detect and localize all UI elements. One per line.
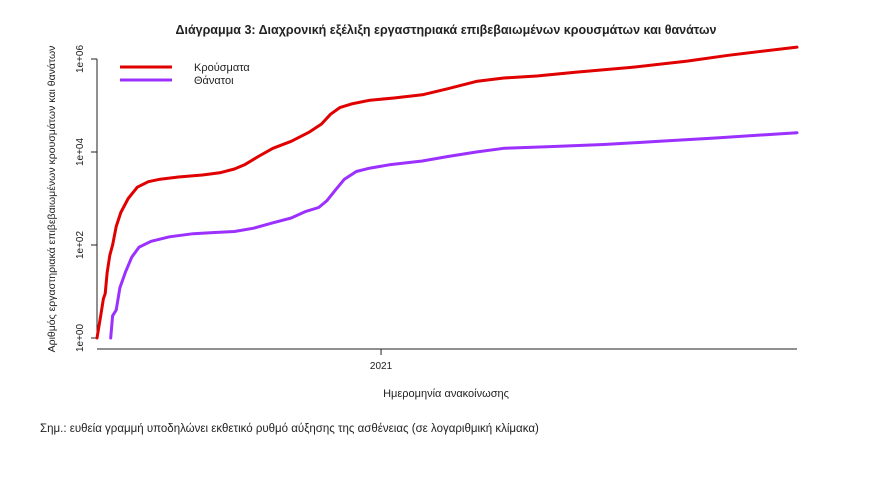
series-lines	[95, 45, 799, 340]
x-tick-label: 2021	[370, 361, 393, 372]
x-axis-label: Ημερομηνία ανακοίνωσης	[383, 388, 509, 400]
y-tick-label: 1e+04	[75, 138, 86, 167]
footnote: Σημ.: ευθεία γραμμή υποδηλώνει εκθετικό …	[40, 423, 539, 435]
y-ticks: 1e+00 1e+02 1e+04 1e+06	[75, 45, 97, 353]
series-line-cases	[95, 45, 799, 340]
y-axis-label: Αριθμός εργαστηριακά επιβεβαιωμένων κρου…	[46, 46, 58, 353]
chart-title: Διάγραμμα 3: Διαχρονική εξέλιξη εργαστηρ…	[175, 23, 716, 37]
legend-label-deaths: Θάνατοι	[194, 75, 234, 87]
y-tick-label: 1e+00	[75, 324, 86, 353]
y-tick-label: 1e+02	[75, 231, 86, 260]
series-line-deaths	[109, 131, 799, 340]
legend-label-cases: Κρούσματα	[194, 62, 250, 74]
legend: Κρούσματα Θάνατοι	[120, 62, 250, 87]
x-ticks: 2021	[370, 349, 393, 372]
y-tick-label: 1e+06	[75, 45, 86, 74]
